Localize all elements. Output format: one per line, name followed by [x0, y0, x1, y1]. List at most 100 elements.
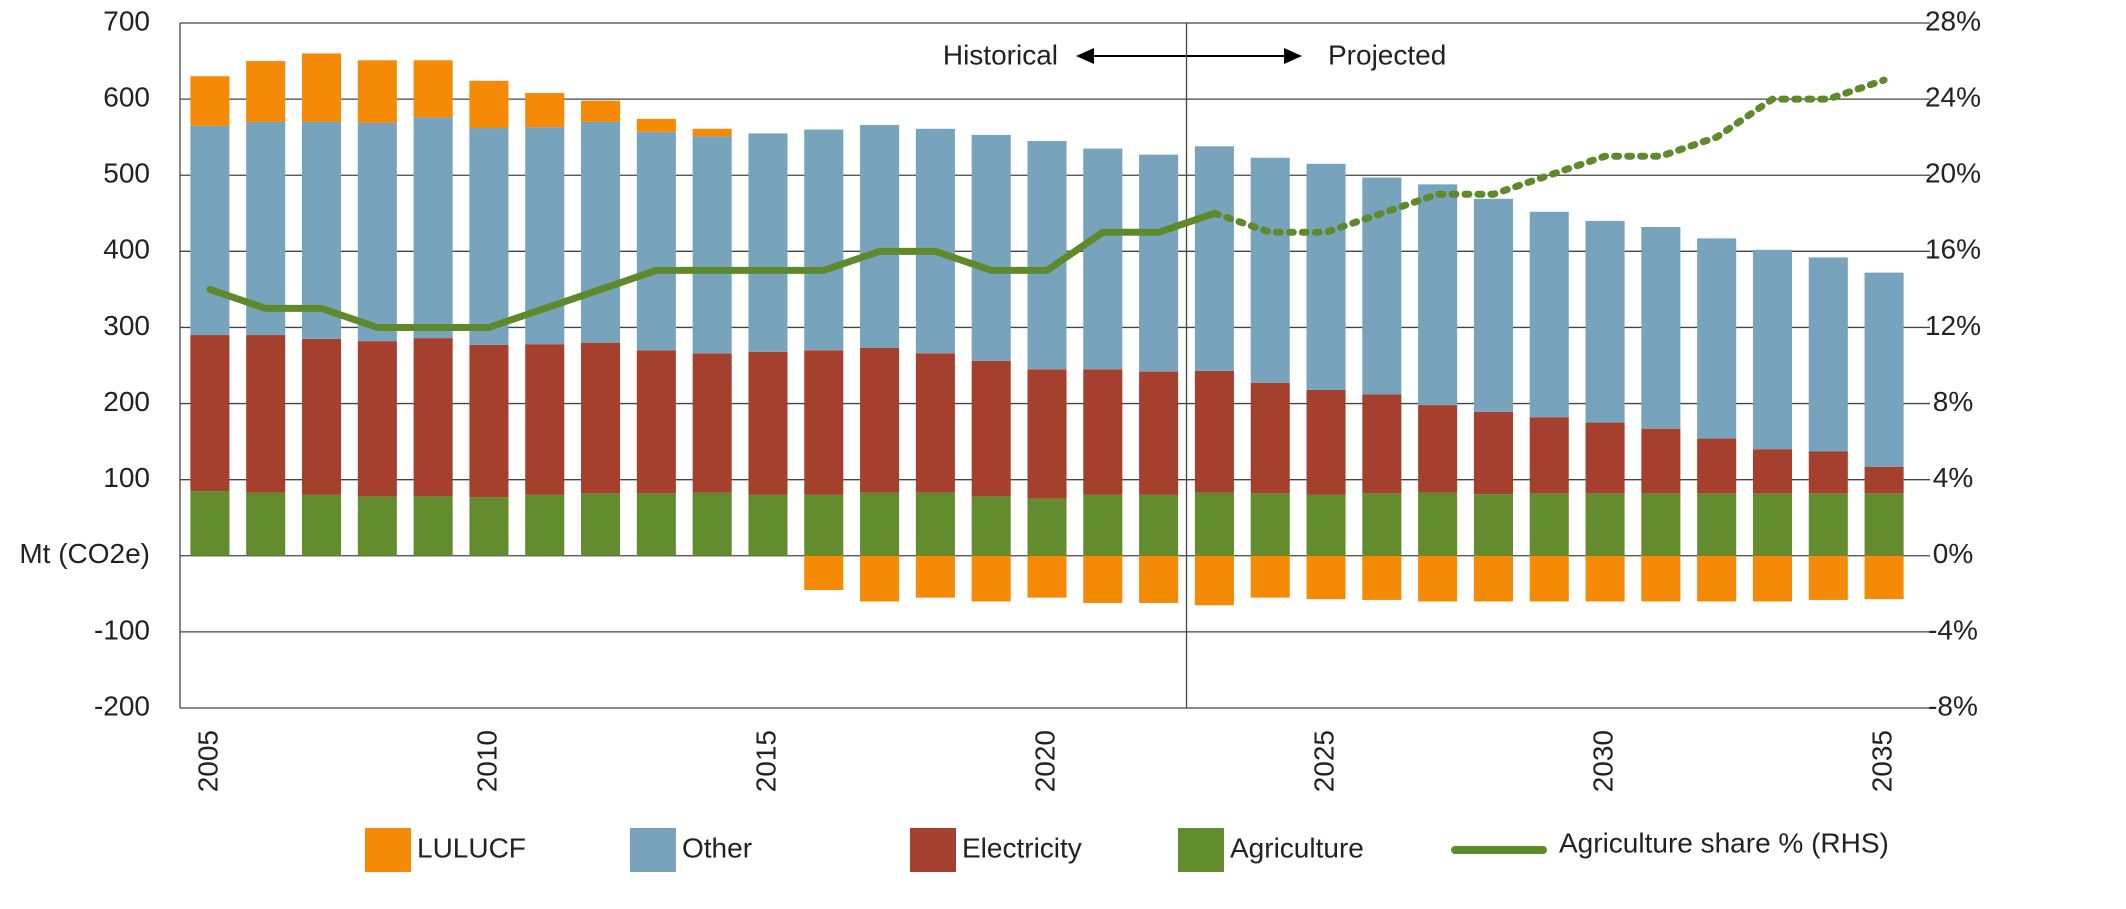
legend-swatch: [1178, 828, 1224, 872]
bar-segment: [1808, 451, 1848, 494]
bar-segment: [1473, 198, 1513, 412]
legend-swatch: [365, 828, 411, 872]
bar-segment: [804, 350, 844, 495]
legend-label: LULUCF: [417, 832, 526, 863]
bar-segment: [1418, 405, 1458, 493]
bar-segment: [1306, 163, 1346, 390]
bar-segment: [748, 133, 788, 352]
bar-segment: [915, 555, 955, 598]
bar-segment: [1585, 220, 1625, 423]
bar-segment: [357, 496, 397, 556]
bar-segment: [190, 125, 230, 336]
bar-segment: [1808, 493, 1848, 556]
bar-segment: [1083, 494, 1123, 556]
bar-segment: [581, 121, 621, 343]
legend-label: Electricity: [962, 832, 1082, 863]
x-tick-label: 2035: [1866, 730, 1897, 792]
bar-segment: [301, 121, 342, 339]
bar-segment: [246, 335, 286, 493]
bar-segment: [636, 131, 676, 351]
bar-segment: [1473, 494, 1513, 556]
bar-segment: [915, 128, 955, 354]
bar-segment: [636, 493, 676, 556]
bar-segment: [692, 136, 732, 354]
bar-segment: [1641, 226, 1681, 429]
y2-tick-label: 12%: [1925, 310, 1981, 341]
bar-segment: [1139, 371, 1179, 495]
y-tick-label: 200: [103, 386, 150, 417]
bar-segment: [692, 128, 732, 137]
legend-label: Other: [682, 832, 752, 863]
bar-segment: [860, 492, 900, 556]
bar-segment: [1194, 555, 1234, 606]
share-line: [206, 209, 1218, 331]
bar-segment: [860, 124, 900, 348]
bar-segment: [915, 492, 955, 556]
x-tick-label: 2005: [192, 730, 223, 792]
bar-segment: [1752, 249, 1793, 450]
bar-segment: [636, 350, 676, 494]
bar-segment: [1697, 238, 1737, 439]
bar-segment: [1250, 383, 1290, 494]
bar-segment: [357, 60, 397, 123]
bar-segment: [1752, 493, 1793, 556]
bar-segment: [1529, 417, 1569, 494]
bar-segment: [1864, 272, 1904, 467]
bar-segment: [413, 117, 453, 339]
y-tick-label: 300: [103, 310, 150, 341]
bar-segment: [1194, 370, 1234, 493]
bar-segment: [581, 100, 621, 122]
bar-segment: [357, 122, 397, 342]
bar-segment: [413, 338, 453, 497]
bar-segment: [860, 555, 900, 602]
bar-segment: [1083, 555, 1123, 603]
bar-segment: [1529, 555, 1569, 602]
bar-segment: [1473, 411, 1513, 495]
bar-segment: [1585, 555, 1625, 602]
y-tick-label: -100: [94, 614, 150, 645]
legend-label: Agriculture share % (RHS): [1559, 827, 1889, 858]
y-tick-label: 400: [103, 234, 150, 265]
bar-segment: [1641, 428, 1681, 494]
bar-segment: [246, 61, 286, 122]
x-tick-label: 2020: [1029, 730, 1060, 792]
y2-tick-label: 8%: [1933, 386, 1973, 417]
bar-segment: [1641, 555, 1681, 602]
bar-segment: [1864, 555, 1904, 600]
bar-segment: [581, 493, 621, 556]
bar-segment: [301, 338, 342, 495]
arrow-head: [1284, 48, 1302, 64]
y2-tick-label: 28%: [1925, 5, 1981, 36]
bar-segment: [301, 53, 342, 122]
bar-segment: [1864, 493, 1904, 556]
bar-segment: [804, 555, 844, 591]
bar-segment: [1250, 493, 1290, 556]
bar-segment: [469, 128, 509, 345]
y2-tick-label: -8%: [1928, 690, 1978, 721]
bar-segment: [915, 353, 955, 493]
bar-segment: [1139, 494, 1179, 556]
bar-segment: [692, 353, 732, 493]
bar-segment: [525, 93, 565, 128]
y2-tick-label: 4%: [1933, 462, 1973, 493]
share-line: [1210, 76, 1888, 236]
bar-segment: [1585, 422, 1625, 494]
bar-segment: [1194, 492, 1234, 556]
bar-segment: [1027, 140, 1067, 370]
bar-segment: [1362, 493, 1402, 556]
bar-segment: [1027, 555, 1067, 598]
bar-segment: [525, 494, 565, 556]
bar-segment: [525, 344, 565, 495]
bar-segment: [1585, 493, 1625, 556]
x-tick-label: 2015: [750, 730, 781, 792]
legend-swatch: [910, 828, 956, 872]
bar-segment: [804, 129, 844, 351]
x-tick-label: 2030: [1587, 730, 1618, 792]
arrow-head: [1076, 48, 1094, 64]
bar-segment: [1250, 157, 1290, 384]
y2-tick-label: 16%: [1925, 234, 1981, 265]
bar-segment: [748, 494, 788, 556]
bar-segment: [1529, 211, 1569, 418]
bar-segment: [301, 494, 342, 556]
